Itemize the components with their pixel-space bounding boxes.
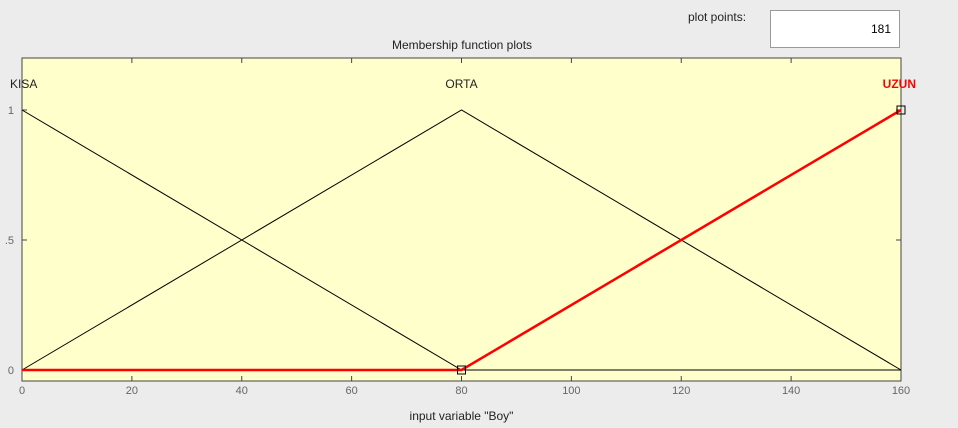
x-tick-label: 80 [455, 385, 467, 397]
x-tick-label: 120 [672, 385, 690, 397]
x-tick-label: 60 [346, 385, 358, 397]
mf-label-uzun: UZUN [883, 77, 916, 91]
ticks-layer: 0 20 40 60 80 100 120 140 160 0 .5 1 [5, 57, 910, 397]
x-tick-label: 160 [892, 385, 910, 397]
x-tick-label: 100 [562, 385, 580, 397]
plot-title: Membership function plots [391, 38, 533, 52]
y-tick-label: 0 [8, 365, 14, 377]
x-tick-label: 20 [126, 385, 138, 397]
x-tick-label: 0 [19, 385, 25, 397]
plot-points-label: plot points: [688, 10, 747, 24]
plot-points-input[interactable] [770, 10, 900, 48]
y-tick-label: .5 [5, 235, 14, 247]
series-line-uzun [22, 108, 902, 372]
mf-label-kisa: KISA [10, 77, 37, 91]
mf-label-orta: ORTA [445, 77, 477, 91]
series-line-orta [21, 109, 902, 371]
labels-layer: KISA ORTA UZUN [10, 77, 916, 91]
y-tick-label: 1 [8, 105, 14, 117]
series-layer [21, 105, 906, 375]
x-tick-label: 40 [236, 385, 248, 397]
vertex-handle [457, 365, 466, 375]
x-axis-label: input variable "Boy" [410, 409, 514, 423]
vertex-handle [896, 105, 906, 115]
x-tick-label: 140 [782, 385, 800, 397]
plot-area[interactable] [22, 58, 901, 381]
